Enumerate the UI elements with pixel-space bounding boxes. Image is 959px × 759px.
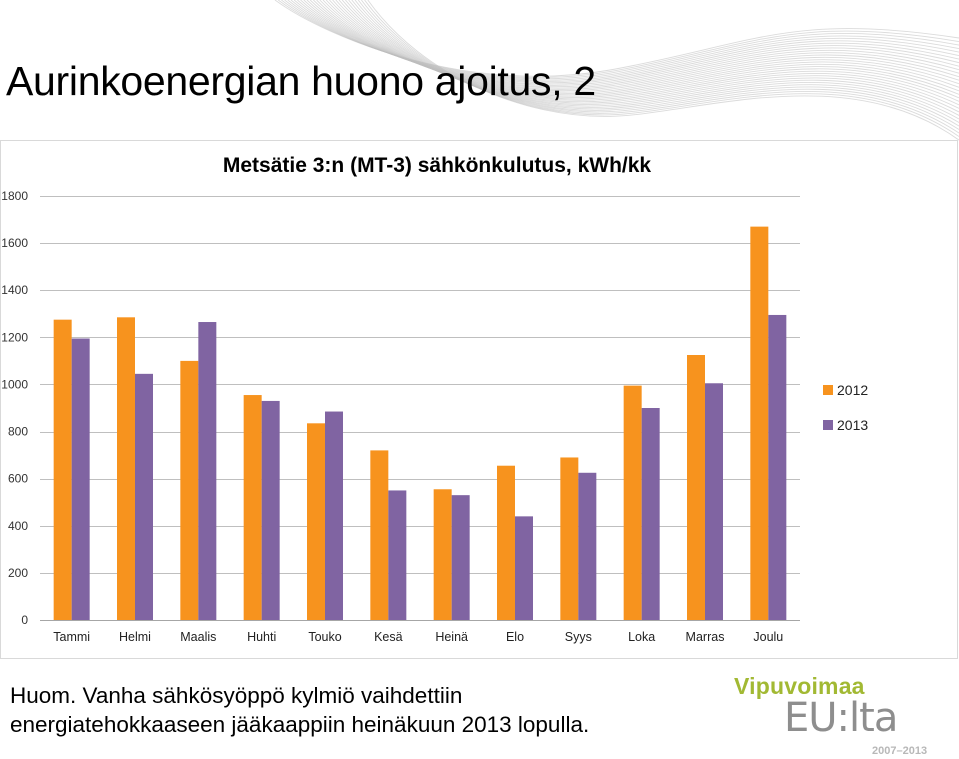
- y-tick-label: 1400: [1, 283, 28, 297]
- legend-label-2013: 2013: [837, 417, 868, 433]
- swoosh-line: [364, 0, 959, 137]
- bar-2013-huhti: [261, 400, 280, 620]
- bar-2013-elo: [515, 516, 533, 620]
- swoosh-line: [361, 0, 959, 134]
- bars: [53, 226, 787, 620]
- bar-2012-tammi: [53, 319, 72, 620]
- bar-2012-marras: [687, 355, 705, 620]
- bar-2013-tammi: [71, 338, 90, 620]
- x-category-label: Touko: [308, 630, 341, 644]
- x-category-label: Joulu: [753, 630, 783, 644]
- x-category-label: Helmi: [119, 630, 151, 644]
- swoosh-line: [313, 0, 959, 93]
- bar-2012-huhti: [243, 395, 262, 620]
- y-tick-label: 1800: [1, 189, 28, 203]
- bar-2013-heinä: [451, 495, 470, 620]
- logo-top-text: Vipuvoimaa: [734, 673, 865, 699]
- bar-2012-helmi: [117, 317, 135, 620]
- swoosh-line: [357, 0, 959, 130]
- x-category-label: Marras: [686, 630, 725, 644]
- bar-2013-syys: [578, 472, 597, 620]
- swoosh-line: [319, 0, 959, 96]
- bar-2013-loka: [641, 408, 660, 620]
- bar-2012-joulu: [750, 226, 769, 620]
- y-tick-label: 1200: [1, 330, 28, 344]
- footnote-line-1: Huom. Vanha sähkösyöppö kylmiö vaihdetti…: [10, 683, 463, 708]
- x-category-label: Elo: [506, 630, 524, 644]
- bar-2012-elo: [497, 465, 515, 620]
- y-tick-label: 200: [8, 566, 28, 580]
- y-tick-label: 0: [21, 613, 28, 627]
- bar-2013-touko: [325, 411, 343, 620]
- bar-2013-kesä: [388, 490, 407, 620]
- swoosh-line: [332, 0, 959, 102]
- x-category-label: Maalis: [180, 630, 216, 644]
- swoosh-line: [335, 0, 959, 106]
- footnote: Huom. Vanha sähkösyöppö kylmiö vaihdetti…: [10, 681, 589, 739]
- x-category-label: Syys: [565, 630, 592, 644]
- swoosh-line: [316, 0, 959, 94]
- logo-main-text: EU:lta: [784, 695, 898, 741]
- swoosh-line: [348, 0, 959, 120]
- chart-title: Metsätie 3:n (MT-3) sähkönkulutus, kWh/k…: [223, 154, 652, 177]
- bar-2012-kesä: [370, 450, 389, 620]
- y-tick-label: 800: [8, 425, 28, 439]
- background-swoosh-graphic: [274, 0, 959, 141]
- swoosh-line: [367, 0, 959, 141]
- x-category-label: Loka: [628, 630, 655, 644]
- y-axis-tick-labels: 0 200 400 600 800 1000 1200 1400 1600 1800: [1, 189, 28, 627]
- legend: 2012 2013: [823, 382, 868, 433]
- bar-chart: Metsätie 3:n (MT-3) sähkönkulutus, kWh/k…: [0, 140, 958, 659]
- y-tick-label: 1600: [1, 236, 28, 250]
- vipuvoimaa-eu-logo: Vipuvoimaa EU:lta 2007–2013: [734, 673, 944, 759]
- swoosh-line: [345, 0, 959, 116]
- bar-2012-loka: [623, 385, 642, 620]
- y-tick-label: 1000: [1, 377, 28, 391]
- y-tick-label: 600: [8, 472, 28, 486]
- bar-2012-maalis: [180, 360, 199, 620]
- bar-2013-helmi: [135, 373, 153, 620]
- bar-2012-heinä: [433, 489, 452, 620]
- x-category-label: Heinä: [435, 630, 468, 644]
- swoosh-line: [341, 0, 959, 113]
- bar-2013-marras: [705, 383, 723, 620]
- chart-area-border: [0, 140, 958, 659]
- swoosh-line: [338, 0, 959, 109]
- bar-2012-syys: [560, 457, 579, 620]
- x-axis-category-labels: Tammi Helmi Maalis Huhti Touko Kesä Heinä Elo Sy…: [53, 630, 783, 644]
- swoosh-line: [309, 0, 959, 92]
- bar-2013-joulu: [768, 314, 787, 620]
- x-category-label: Tammi: [53, 630, 90, 644]
- swoosh-line: [322, 0, 959, 97]
- slide-title: Aurinkoenergian huono ajoitus, 2: [6, 58, 596, 104]
- swoosh-line: [325, 0, 959, 98]
- legend-swatch-2013: [823, 420, 833, 430]
- gridlines: [40, 196, 800, 574]
- bar-2012-touko: [307, 423, 325, 620]
- x-category-label: Kesä: [374, 630, 403, 644]
- y-tick-label: 400: [8, 519, 28, 533]
- bar-2013-maalis: [198, 322, 217, 620]
- legend-label-2012: 2012: [837, 382, 868, 398]
- logo-years-text: 2007–2013: [872, 745, 928, 757]
- swoosh-line: [329, 0, 959, 100]
- footnote-line-2: energiatehokkaaseen jääkaappiin heinäkuu…: [10, 712, 590, 737]
- x-category-label: Huhti: [247, 630, 276, 644]
- swoosh-line: [351, 0, 959, 123]
- legend-swatch-2012: [823, 385, 833, 395]
- swoosh-line: [306, 0, 959, 90]
- swoosh-line: [354, 0, 959, 127]
